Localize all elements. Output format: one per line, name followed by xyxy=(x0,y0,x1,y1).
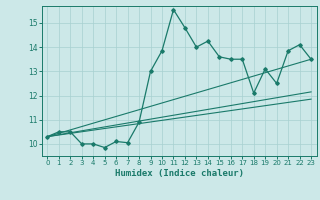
X-axis label: Humidex (Indice chaleur): Humidex (Indice chaleur) xyxy=(115,169,244,178)
